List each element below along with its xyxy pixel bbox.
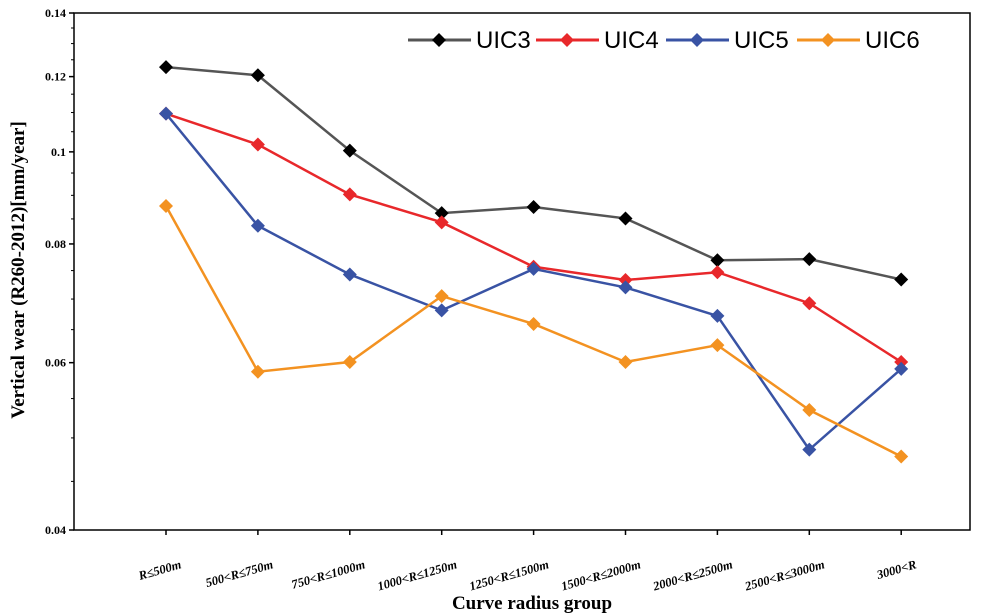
legend-item: UIC5 bbox=[666, 27, 789, 54]
series-layer bbox=[159, 60, 909, 464]
data-point bbox=[710, 265, 725, 280]
data-point bbox=[710, 253, 725, 268]
data-point bbox=[618, 211, 633, 226]
data-point bbox=[894, 449, 909, 464]
legend-item: UIC4 bbox=[536, 27, 659, 54]
data-point bbox=[342, 267, 357, 282]
data-point bbox=[526, 316, 541, 331]
x-tick-label: 750<R≤1000m bbox=[290, 557, 367, 591]
data-point bbox=[434, 303, 449, 318]
series-uic6 bbox=[159, 199, 909, 464]
data-point bbox=[618, 273, 633, 288]
x-axis-title: Curve radius group bbox=[452, 593, 612, 614]
y-tick-label: 0.06 bbox=[45, 356, 66, 370]
y-axis: 0.04 0.06 0.08 0.1 0.12 0.14 bbox=[45, 6, 74, 537]
data-point bbox=[710, 338, 725, 353]
legend-marker bbox=[821, 33, 835, 47]
y-tick-label: 0.14 bbox=[45, 6, 66, 20]
series-uic3 bbox=[159, 60, 909, 287]
data-point bbox=[526, 199, 541, 214]
data-point bbox=[342, 187, 357, 202]
data-point bbox=[250, 68, 265, 83]
series-line bbox=[165, 112, 903, 452]
legend-label: UIC4 bbox=[604, 27, 659, 54]
legend-item: UIC6 bbox=[797, 27, 920, 54]
data-point bbox=[434, 206, 449, 221]
legend: UIC3 UIC4 UIC5 UIC6 bbox=[408, 27, 920, 54]
x-tick-label: 500<R≤750m bbox=[204, 557, 275, 590]
legend-item: UIC3 bbox=[408, 27, 531, 54]
y-tick-label: 0.12 bbox=[45, 70, 66, 84]
plot-border bbox=[73, 12, 971, 531]
data-point bbox=[159, 106, 173, 121]
x-tick-label: 3000<R bbox=[874, 557, 918, 582]
legend-label: UIC6 bbox=[865, 27, 920, 54]
plot-frame bbox=[73, 12, 971, 531]
data-point bbox=[710, 308, 725, 323]
data-point bbox=[159, 199, 173, 214]
x-tick-label: 2500<R≤3000m bbox=[742, 557, 826, 593]
data-point bbox=[250, 218, 265, 233]
data-point bbox=[250, 364, 265, 379]
x-tick-label: R≤500m bbox=[136, 557, 183, 583]
y-axis-title: Vertical wear (R260-2012)[mm/year] bbox=[8, 121, 29, 419]
y-tick-label: 0.1 bbox=[51, 145, 66, 159]
x-tick-label: 1000<R≤1250m bbox=[376, 557, 459, 593]
series-line bbox=[165, 65, 902, 281]
series-uic5 bbox=[159, 106, 909, 457]
legend-marker bbox=[690, 33, 704, 47]
data-point bbox=[618, 280, 633, 295]
data-point bbox=[894, 272, 909, 287]
legend-marker bbox=[432, 33, 446, 47]
legend-label: UIC3 bbox=[476, 27, 531, 54]
y-tick-label: 0.08 bbox=[45, 237, 66, 251]
x-tick-label: 1500<R≤2000m bbox=[560, 557, 643, 593]
x-tick-label: 1250<R≤1500m bbox=[468, 557, 551, 593]
data-point bbox=[802, 442, 817, 457]
data-point bbox=[802, 402, 817, 417]
y-tick-label: 0.04 bbox=[45, 523, 66, 537]
data-point bbox=[434, 215, 449, 230]
data-point bbox=[342, 354, 357, 369]
data-point bbox=[342, 143, 357, 158]
data-point bbox=[526, 261, 541, 276]
data-point bbox=[618, 354, 633, 369]
series-line bbox=[164, 205, 902, 458]
data-point bbox=[159, 60, 173, 75]
x-tick-label: 2000<R≤2500m bbox=[651, 557, 735, 593]
data-point bbox=[802, 296, 817, 311]
data-point bbox=[802, 252, 817, 267]
data-point bbox=[250, 137, 265, 152]
data-point bbox=[894, 361, 909, 376]
legend-marker bbox=[560, 33, 574, 47]
x-axis: R≤500m 500<R≤750m 750<R≤1000m 1000<R≤1250m 1… bbox=[136, 530, 918, 594]
data-point bbox=[434, 289, 449, 304]
legend-label: UIC5 bbox=[734, 27, 789, 54]
